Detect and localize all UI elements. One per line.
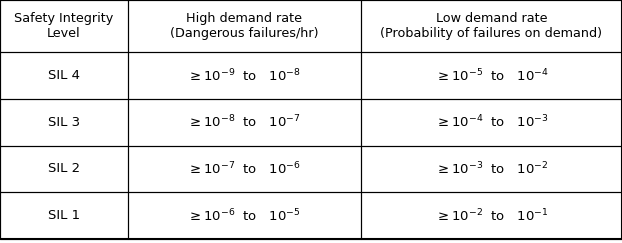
- Bar: [128, 0, 361, 52]
- Text: Safety Integrity
Level: Safety Integrity Level: [14, 12, 113, 40]
- Text: SIL 2: SIL 2: [48, 162, 80, 175]
- Bar: [128, 192, 361, 239]
- Bar: [361, 0, 622, 52]
- Bar: [128, 52, 361, 99]
- Bar: [0, 99, 128, 146]
- Bar: [128, 192, 361, 239]
- Text: $\geq$10$^{-3}$  to   10$^{-2}$: $\geq$10$^{-3}$ to 10$^{-2}$: [435, 161, 548, 177]
- Text: High demand rate
(Dangerous failures/hr): High demand rate (Dangerous failures/hr): [170, 12, 318, 40]
- Bar: [361, 146, 622, 192]
- Text: $\geq$10$^{-6}$  to   10$^{-5}$: $\geq$10$^{-6}$ to 10$^{-5}$: [187, 207, 301, 224]
- Bar: [361, 52, 622, 99]
- Bar: [0, 146, 128, 192]
- Text: $\geq$10$^{-2}$  to   10$^{-1}$: $\geq$10$^{-2}$ to 10$^{-1}$: [435, 207, 548, 224]
- Bar: [361, 99, 622, 146]
- Text: $\geq$10$^{-9}$  to   10$^{-8}$: $\geq$10$^{-9}$ to 10$^{-8}$: [187, 67, 301, 84]
- Text: $\geq$10$^{-7}$  to   10$^{-6}$: $\geq$10$^{-7}$ to 10$^{-6}$: [187, 161, 301, 177]
- Bar: [128, 52, 361, 99]
- Text: SIL 1: SIL 1: [48, 209, 80, 222]
- Bar: [0, 192, 128, 239]
- Bar: [128, 146, 361, 192]
- Bar: [361, 0, 622, 52]
- Text: $\geq$10$^{-5}$  to   10$^{-4}$: $\geq$10$^{-5}$ to 10$^{-4}$: [435, 67, 548, 84]
- Bar: [0, 0, 128, 52]
- Bar: [361, 192, 622, 239]
- Bar: [361, 52, 622, 99]
- Bar: [128, 0, 361, 52]
- Bar: [361, 99, 622, 146]
- Bar: [0, 99, 128, 146]
- Bar: [128, 99, 361, 146]
- Text: SIL 3: SIL 3: [48, 116, 80, 129]
- Text: $\geq$10$^{-8}$  to   10$^{-7}$: $\geq$10$^{-8}$ to 10$^{-7}$: [187, 114, 301, 130]
- Text: SIL 4: SIL 4: [48, 69, 80, 82]
- Bar: [128, 99, 361, 146]
- Bar: [0, 52, 128, 99]
- Bar: [0, 52, 128, 99]
- Bar: [0, 0, 128, 52]
- Text: $\geq$10$^{-4}$  to   10$^{-3}$: $\geq$10$^{-4}$ to 10$^{-3}$: [435, 114, 548, 130]
- Bar: [0, 146, 128, 192]
- Text: Low demand rate
(Probability of failures on demand): Low demand rate (Probability of failures…: [381, 12, 602, 40]
- Bar: [128, 146, 361, 192]
- Bar: [361, 146, 622, 192]
- Bar: [0, 192, 128, 239]
- Bar: [361, 192, 622, 239]
